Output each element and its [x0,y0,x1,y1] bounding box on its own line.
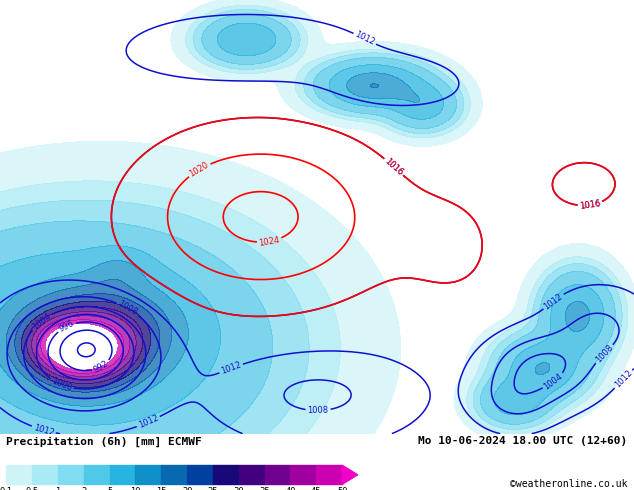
Text: 50: 50 [337,487,347,490]
Bar [213,465,239,484]
Text: 1016: 1016 [579,199,601,211]
Text: 1000: 1000 [50,376,73,392]
Text: 1012: 1012 [137,414,160,430]
Text: 1012: 1012 [32,423,55,437]
Text: 1012: 1012 [542,292,564,311]
Text: 5: 5 [107,487,112,490]
Text: Precipitation (6h) [mm] ECMWF: Precipitation (6h) [mm] ECMWF [6,437,202,447]
Text: 45: 45 [311,487,321,490]
Text: 992: 992 [93,359,110,374]
Text: ©weatheronline.co.uk: ©weatheronline.co.uk [510,479,628,489]
Text: 1012: 1012 [353,30,376,48]
Bar [136,465,161,484]
Text: 0.1: 0.1 [0,487,13,490]
Bar [161,465,187,484]
Text: 1004: 1004 [30,311,53,331]
Text: 20: 20 [182,487,192,490]
Text: 1012: 1012 [220,361,243,376]
Text: 0.5: 0.5 [25,487,39,490]
Bar [110,465,136,484]
Bar [32,465,58,484]
Text: 1008: 1008 [307,406,328,415]
Text: 1012: 1012 [613,368,634,390]
Bar [58,465,84,484]
Text: 996: 996 [58,319,75,334]
Bar [316,465,342,484]
Text: 1016: 1016 [383,157,404,177]
Text: 1008: 1008 [116,299,139,318]
Text: 30: 30 [233,487,244,490]
Bar [6,465,32,484]
Text: 1004: 1004 [542,371,564,392]
Text: 1016: 1016 [383,157,404,177]
Text: 35: 35 [259,487,270,490]
Text: 1008: 1008 [593,343,614,365]
Bar [187,465,213,484]
Bar [84,465,110,484]
Bar [239,465,264,484]
Bar [290,465,316,484]
Text: 10: 10 [130,487,141,490]
Bar [264,465,290,484]
Text: 2: 2 [81,487,86,490]
Text: 25: 25 [208,487,218,490]
Text: 1016: 1016 [579,199,601,211]
Text: 1024: 1024 [258,235,280,247]
Polygon shape [342,465,358,484]
Text: Mo 10-06-2024 18.00 UTC (12+60): Mo 10-06-2024 18.00 UTC (12+60) [418,437,628,446]
Text: 1: 1 [55,487,61,490]
Text: 1020: 1020 [188,160,210,179]
Text: 40: 40 [285,487,295,490]
Text: 15: 15 [156,487,167,490]
